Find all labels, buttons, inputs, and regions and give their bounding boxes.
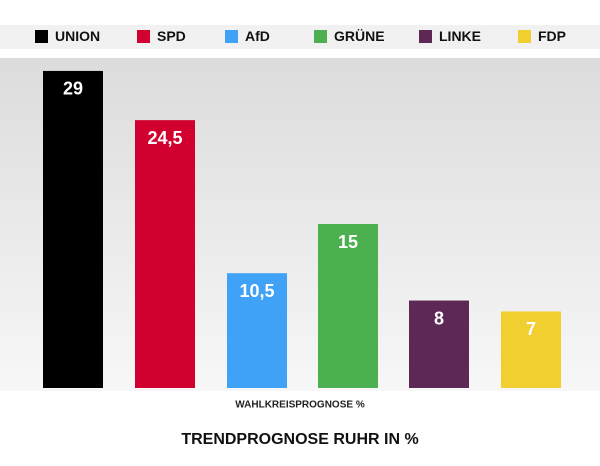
bar [318,224,378,388]
legend-label: FDP [538,28,566,44]
legend-swatch [137,30,150,43]
legend-bar [0,25,600,49]
bar [501,311,561,388]
bar [409,300,469,388]
legend-swatch [225,30,238,43]
legend-swatch [35,30,48,43]
value-label: 29 [63,79,83,99]
value-label: 7 [526,319,536,339]
legend-label: LINKE [439,28,481,44]
legend-label: AfD [245,28,270,44]
legend-swatch [419,30,432,43]
legend-swatch [518,30,531,43]
legend-label: GRÜNE [334,28,385,44]
bar [227,273,287,388]
legend-label: UNION [55,28,100,44]
legend-label: SPD [157,28,186,44]
value-label: 8 [434,308,444,328]
value-label: 10,5 [239,281,274,301]
x-axis-label: WAHLKREISPROGNOSE % [235,400,365,411]
value-label: 15 [338,232,358,252]
chart-title: TRENDPROGNOSE RUHR IN % [181,431,418,448]
legend-swatch [314,30,327,43]
value-label: 24,5 [147,128,182,148]
bar [43,70,103,388]
bar [135,120,195,388]
